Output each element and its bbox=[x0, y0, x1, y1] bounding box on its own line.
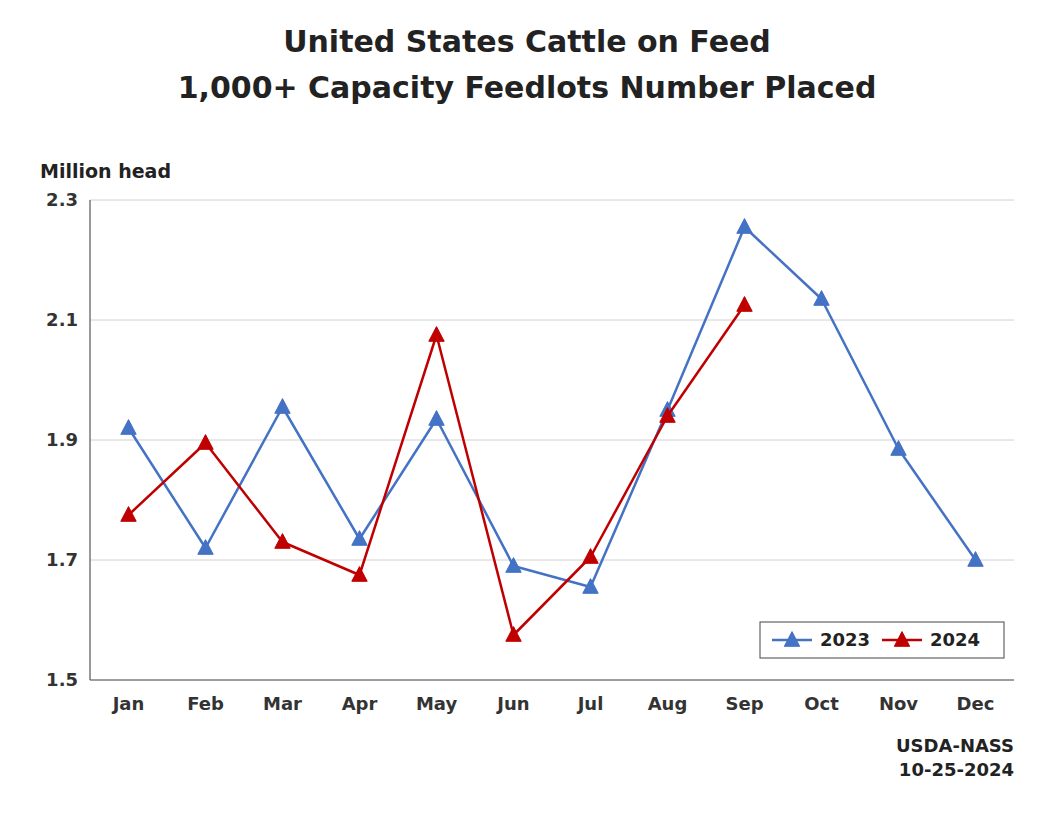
line bbox=[129, 227, 976, 587]
point bbox=[429, 327, 444, 342]
x-tick-label: Dec bbox=[957, 693, 995, 714]
grid-line bbox=[90, 440, 1014, 441]
x-axis-line bbox=[90, 679, 1014, 680]
title: United States Cattle on Feed bbox=[283, 24, 771, 59]
point bbox=[814, 291, 829, 306]
grid-line bbox=[90, 320, 1014, 321]
point bbox=[506, 627, 521, 642]
point bbox=[352, 531, 367, 546]
grid-line bbox=[90, 560, 1014, 561]
x-tick-label: Oct bbox=[804, 693, 839, 714]
x-tick-label: Nov bbox=[879, 693, 918, 714]
x-tick-label: Aug bbox=[648, 693, 688, 714]
y-tick-label: 1.7 bbox=[46, 549, 78, 570]
x-tick-label: Mar bbox=[263, 693, 302, 714]
subtitle: 1,000+ Capacity Feedlots Number Placed bbox=[178, 70, 877, 105]
x-tick-label: Jan bbox=[111, 693, 145, 714]
y-tick-label: 2.3 bbox=[46, 189, 78, 210]
annotation: USDA-NASS10-25-2024 bbox=[896, 735, 1014, 780]
legend: 2023 2024 bbox=[760, 622, 1004, 658]
point bbox=[583, 579, 598, 594]
point bbox=[121, 507, 136, 522]
legend-label: 2024 bbox=[930, 629, 980, 650]
point bbox=[275, 399, 290, 414]
plot-area bbox=[121, 219, 983, 642]
x-tick-label: Jul bbox=[576, 693, 604, 714]
x-tick-label: Feb bbox=[187, 693, 224, 714]
legend-box bbox=[760, 622, 1004, 658]
point bbox=[968, 552, 983, 567]
y-tick-label: 2.1 bbox=[46, 309, 78, 330]
series bbox=[121, 297, 752, 642]
point bbox=[506, 558, 521, 573]
series bbox=[121, 219, 983, 594]
point bbox=[121, 420, 136, 435]
grid bbox=[90, 200, 1014, 680]
legend-marker bbox=[784, 632, 799, 647]
point bbox=[737, 297, 752, 312]
x-tick-label: May bbox=[416, 693, 458, 714]
point bbox=[737, 219, 752, 234]
chart: United States Cattle on Feed 1,000+ Capac… bbox=[0, 0, 1054, 816]
y-axis-label: Million head bbox=[40, 160, 171, 182]
y-axis-line bbox=[89, 200, 90, 680]
point bbox=[583, 549, 598, 564]
grid-line bbox=[90, 200, 1014, 201]
x-tick-label: Sep bbox=[725, 693, 763, 714]
x-tick-label: Apr bbox=[342, 693, 378, 714]
point bbox=[198, 435, 213, 450]
y-tick-label: 1.9 bbox=[46, 429, 78, 450]
point bbox=[660, 408, 675, 423]
point bbox=[352, 567, 367, 582]
grid-line bbox=[90, 680, 1014, 681]
point bbox=[198, 540, 213, 555]
legend-label: 2023 bbox=[820, 629, 870, 650]
y-tick-label: 1.5 bbox=[46, 669, 78, 690]
point bbox=[891, 441, 906, 456]
point bbox=[275, 534, 290, 549]
point bbox=[429, 411, 444, 426]
line bbox=[129, 305, 745, 635]
x-tick-label: Jun bbox=[495, 693, 529, 714]
legend-marker bbox=[894, 632, 909, 647]
